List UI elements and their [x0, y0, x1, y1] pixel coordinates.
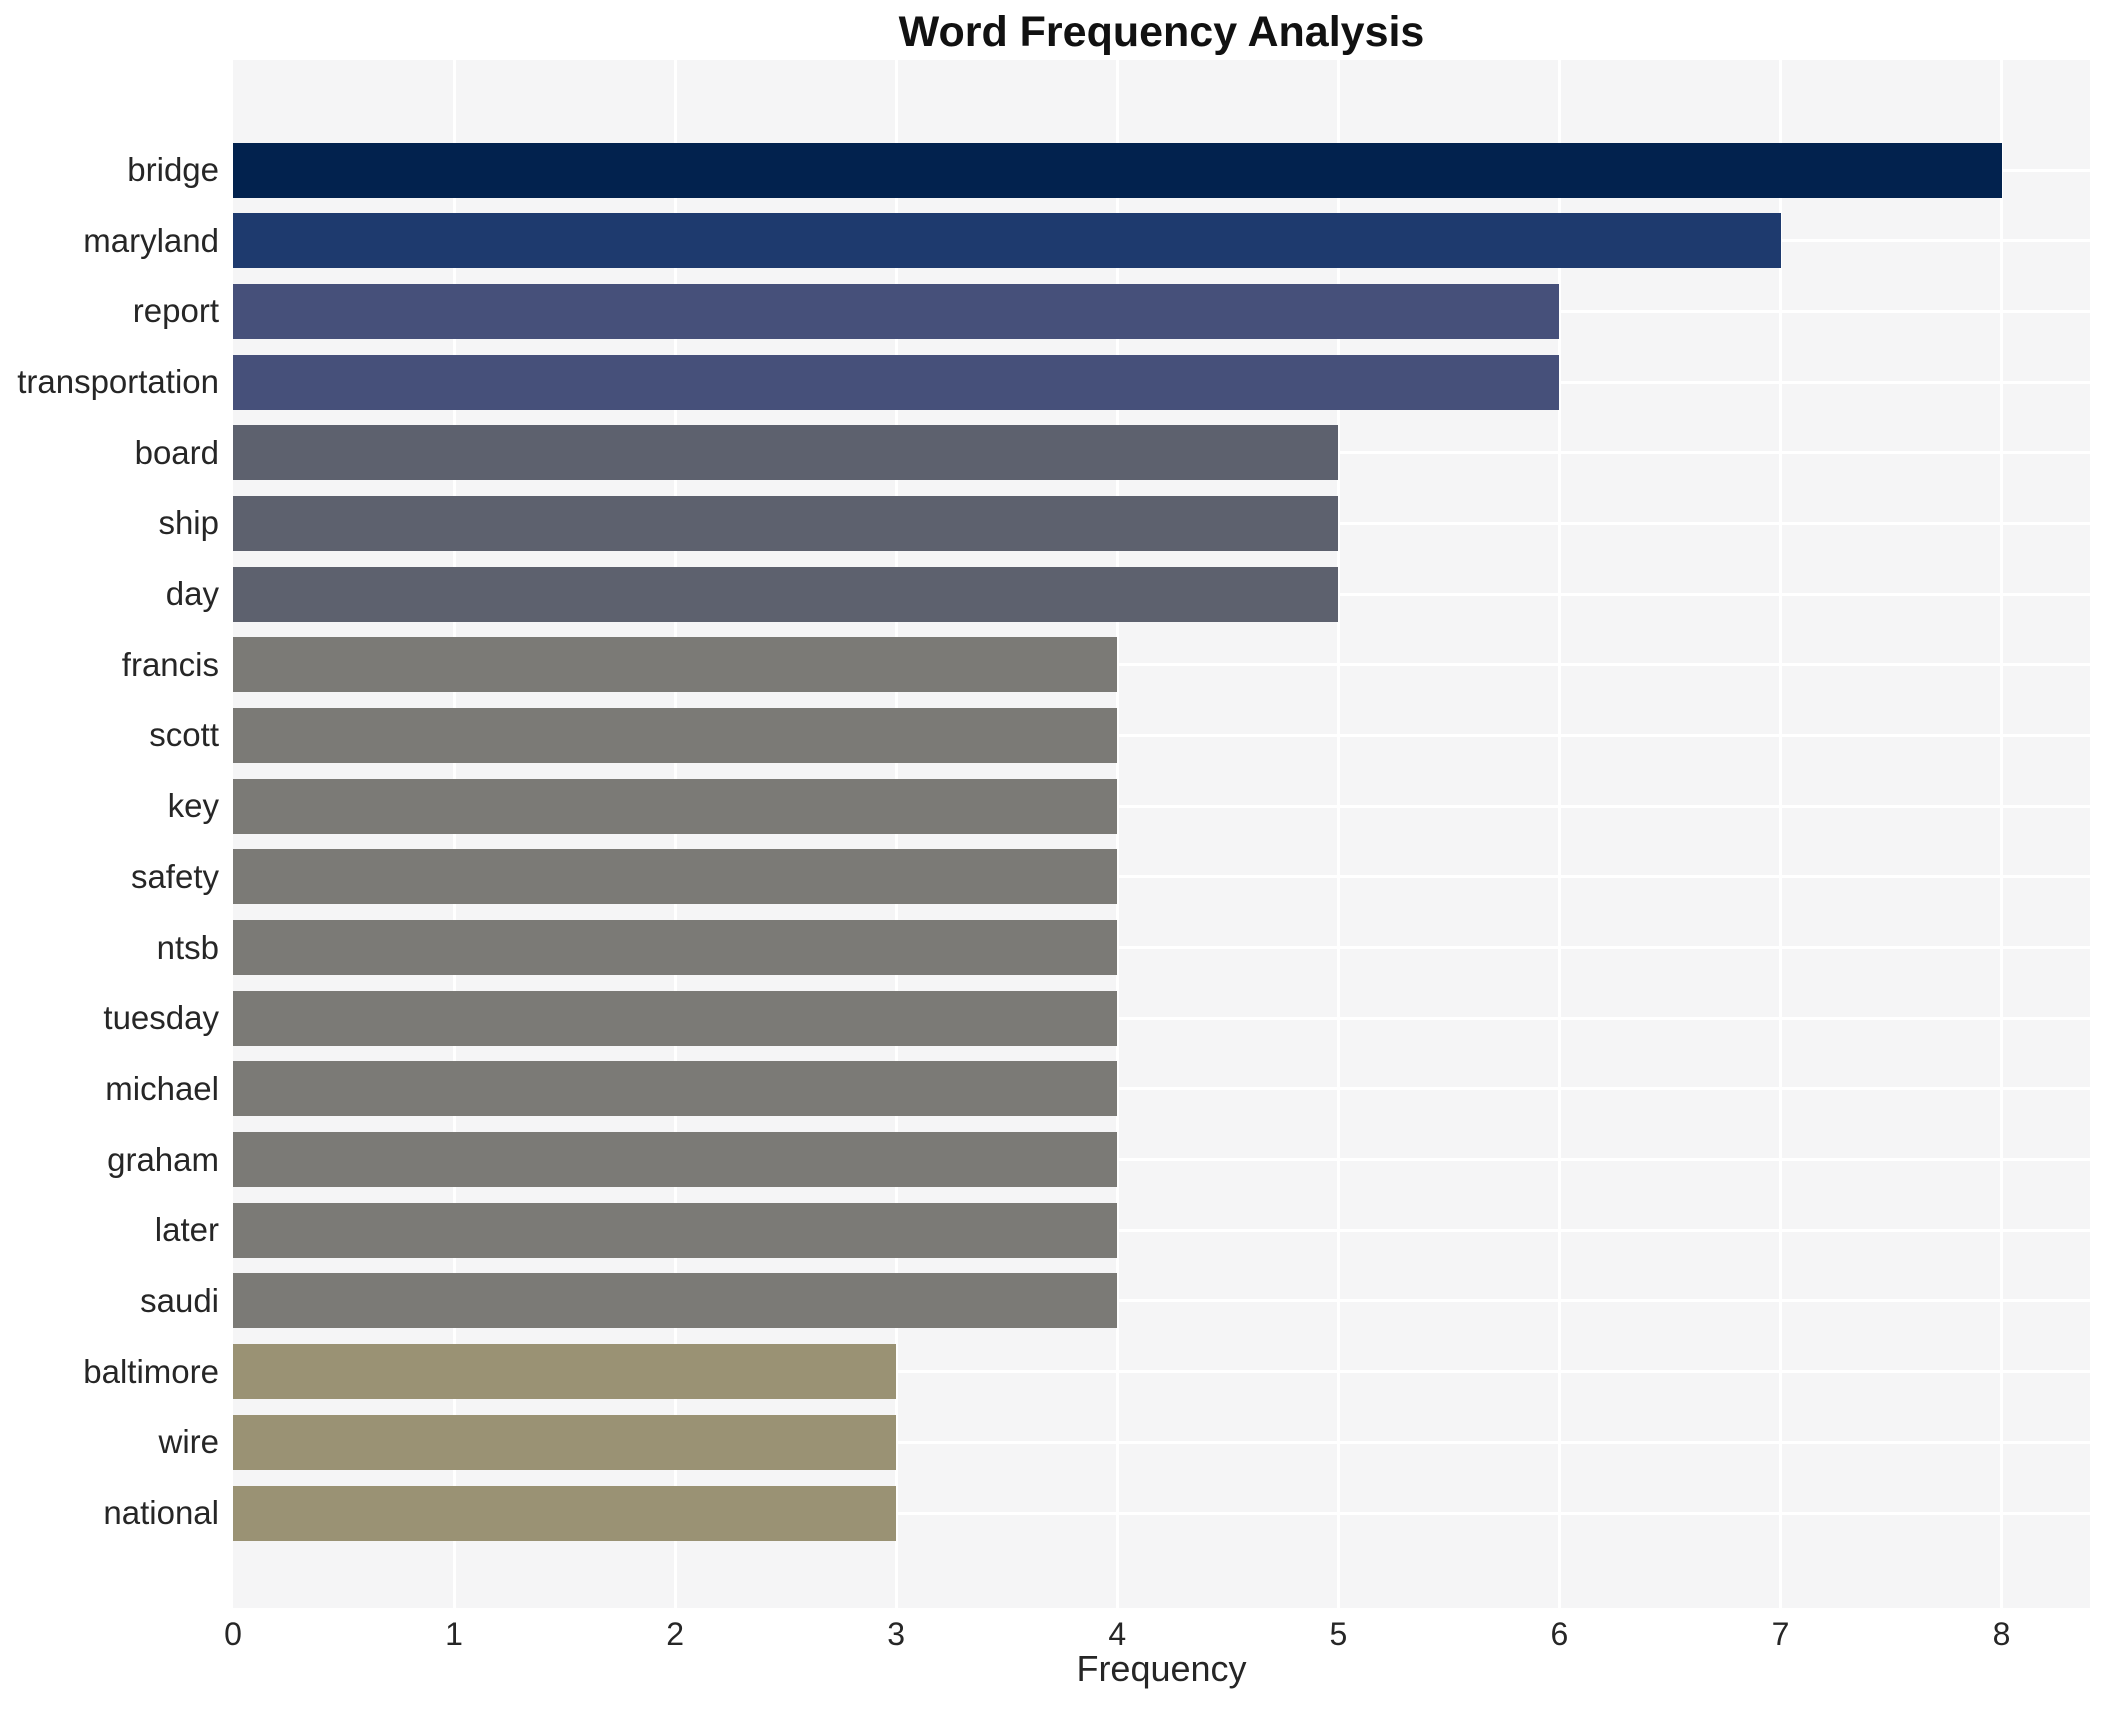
- bar-national: [233, 1485, 897, 1541]
- x-tick-label-8: 8: [1992, 1616, 2011, 1652]
- gridline-vertical: [1557, 60, 1561, 1608]
- gridline-horizontal: [233, 1299, 2090, 1303]
- y-tick-label-safety: safety: [130, 857, 219, 895]
- y-tick-label-ntsb: ntsb: [156, 928, 219, 966]
- plot-area: [233, 60, 2090, 1608]
- bar-ship: [233, 495, 1339, 551]
- bar-wire: [233, 1414, 897, 1470]
- gridline-horizontal: [233, 1370, 2090, 1374]
- gridline-vertical: [894, 60, 898, 1608]
- bar-board: [233, 425, 1339, 481]
- chart-title: Word Frequency Analysis: [898, 8, 1425, 56]
- y-tick-label-graham: graham: [107, 1140, 219, 1178]
- y-tick-label-transportation: transportation: [17, 363, 219, 401]
- y-tick-label-michael: michael: [105, 1069, 219, 1107]
- y-tick-label-saudi: saudi: [140, 1281, 219, 1319]
- bar-report: [233, 283, 1560, 339]
- gridline-horizontal: [233, 804, 2090, 808]
- gridline-horizontal: [233, 663, 2090, 667]
- y-tick-label-report: report: [132, 292, 219, 330]
- x-tick-label-3: 3: [887, 1616, 906, 1652]
- bar-safety: [233, 849, 1118, 905]
- bar-saudi: [233, 1273, 1118, 1329]
- bar-tuesday: [233, 990, 1118, 1046]
- gridline-vertical: [673, 60, 677, 1608]
- y-tick-label-day: day: [165, 575, 219, 613]
- gridline-horizontal: [233, 1158, 2090, 1162]
- x-tick-label-6: 6: [1550, 1616, 1569, 1652]
- x-tick-label-4: 4: [1108, 1616, 1127, 1652]
- gridline-horizontal: [233, 1440, 2090, 1444]
- y-tick-label-wire: wire: [158, 1423, 219, 1461]
- bar-graham: [233, 1132, 1118, 1188]
- y-tick-label-tuesday: tuesday: [103, 999, 219, 1037]
- bar-key: [233, 778, 1118, 834]
- x-tick-label-1: 1: [445, 1616, 463, 1652]
- y-tick-label-francis: francis: [121, 645, 219, 683]
- bar-bridge: [233, 142, 2002, 198]
- x-axis-title: Frequency: [1076, 1648, 1247, 1689]
- bar-scott: [233, 707, 1118, 763]
- gridline-horizontal: [233, 1016, 2090, 1020]
- bar-later: [233, 1202, 1118, 1258]
- bar-michael: [233, 1061, 1118, 1117]
- x-tick-label-2: 2: [666, 1616, 685, 1652]
- gridline-vertical: [452, 60, 456, 1608]
- gridline-vertical: [1115, 60, 1119, 1608]
- y-tick-label-ship: ship: [158, 504, 219, 542]
- y-tick-label-maryland: maryland: [83, 221, 219, 259]
- gridline-horizontal: [233, 1511, 2090, 1515]
- gridline-vertical: [1779, 60, 1782, 1608]
- bar-baltimore: [233, 1344, 897, 1400]
- x-tick-label-5: 5: [1329, 1616, 1348, 1652]
- gridline-vertical: [2000, 60, 2004, 1608]
- y-tick-label-later: later: [154, 1211, 219, 1249]
- y-tick-label-board: board: [134, 433, 219, 471]
- y-tick-label-key: key: [167, 787, 219, 825]
- y-tick-label-baltimore: baltimore: [83, 1352, 219, 1390]
- y-tick-label-scott: scott: [149, 716, 219, 754]
- y-tick-label-bridge: bridge: [127, 151, 219, 188]
- gridline-horizontal: [233, 946, 2090, 950]
- y-tick-label-national: national: [103, 1494, 219, 1531]
- bar-francis: [233, 637, 1118, 693]
- gridline-horizontal: [233, 1228, 2090, 1232]
- gridline-vertical: [1336, 60, 1340, 1608]
- gridline-horizontal: [233, 875, 2090, 879]
- bar-transportation: [233, 354, 1560, 410]
- bar-maryland: [233, 213, 1781, 269]
- bar-ntsb: [233, 920, 1118, 976]
- gridline-horizontal: [233, 1087, 2090, 1091]
- x-tick-label-0: 0: [224, 1616, 242, 1652]
- bar-day: [233, 566, 1339, 622]
- gridline-horizontal: [233, 733, 2090, 737]
- x-tick-label-7: 7: [1771, 1616, 1790, 1652]
